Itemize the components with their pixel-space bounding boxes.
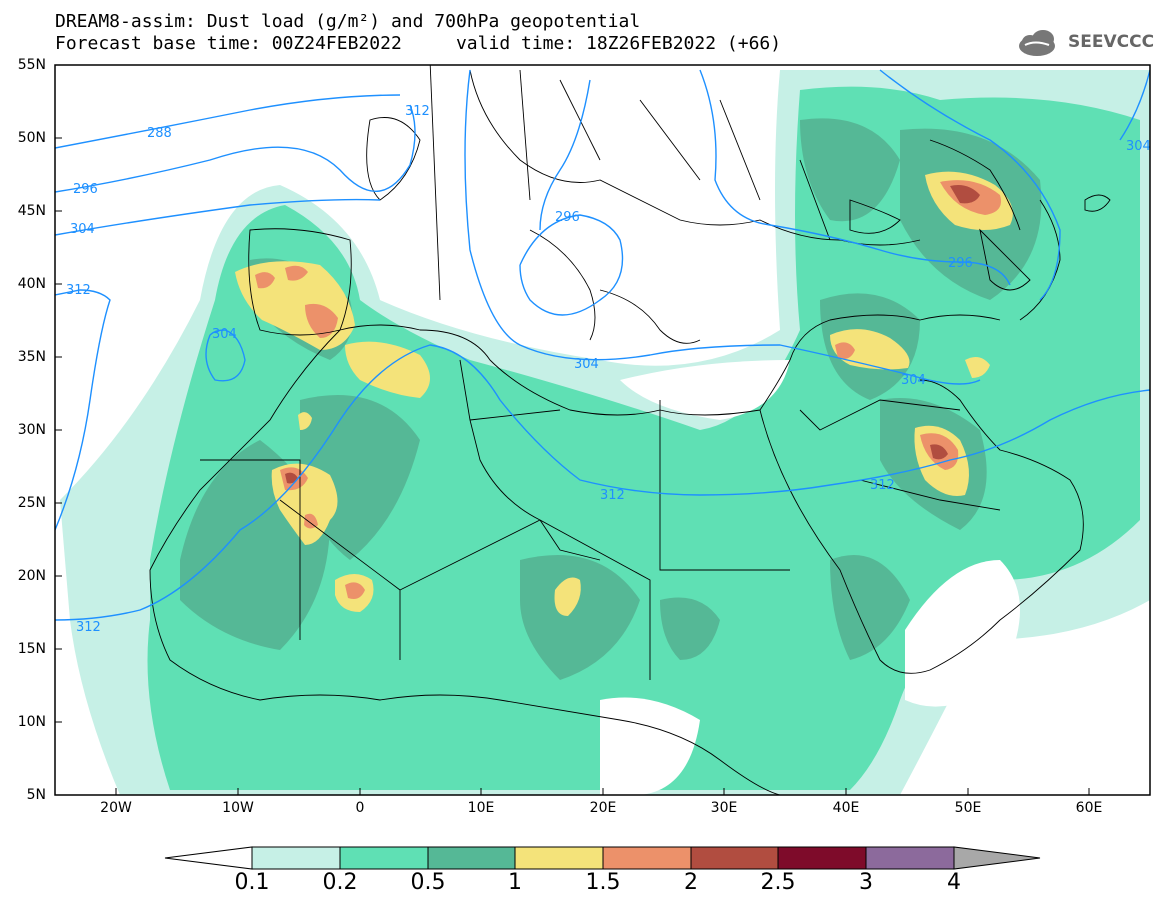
cloud-logo-icon	[1019, 30, 1055, 56]
colorbar-segment	[339, 846, 429, 870]
colorbar-label: 2	[684, 870, 698, 895]
colorbar-label: 1	[508, 870, 522, 895]
lon-label: 50E	[954, 800, 982, 816]
contour-label: 304	[574, 357, 599, 372]
lon-label: 20E	[589, 800, 617, 816]
colorbar-label: 0.1	[234, 870, 270, 895]
contour-label: 312	[405, 104, 430, 119]
colorbar-segment	[602, 846, 692, 870]
lat-label: 10N	[17, 714, 46, 730]
colorbar-segment	[514, 846, 604, 870]
lon-label: 10W	[222, 800, 254, 816]
lat-label: 5N	[26, 787, 46, 803]
colorbar-segment	[865, 846, 955, 870]
contour-label: 296	[73, 182, 98, 197]
lat-label: 50N	[17, 130, 46, 146]
colorbar-segment	[690, 846, 779, 870]
contour-label: 304	[1126, 139, 1151, 154]
contour-label: 312	[600, 488, 625, 503]
lon-label: 10E	[467, 800, 495, 816]
lat-label: 45N	[17, 203, 46, 219]
colorbar-label: 4	[947, 870, 961, 895]
colorbar-label: 3	[859, 870, 873, 895]
contour-label: 304	[901, 373, 926, 388]
lat-label: 20N	[17, 568, 46, 584]
map-title: DREAM8-assim: Dust load (g/m²) and 700hP…	[55, 11, 641, 32]
colorbar-segment	[777, 846, 867, 870]
lon-label: 30E	[710, 800, 738, 816]
contour-label: 312	[66, 283, 91, 298]
colorbar-segment	[164, 846, 253, 870]
lat-label: 25N	[17, 495, 46, 511]
forecast-time-subtitle: Forecast base time: 00Z24FEB2022 valid t…	[55, 33, 782, 54]
lon-label: 40E	[832, 800, 860, 816]
lat-label: 40N	[17, 276, 46, 292]
contour-labels: 288 296 304 312 312 304 296 304 312 312 …	[66, 104, 1151, 635]
colorbar-segment	[251, 846, 341, 870]
coastlines	[149, 65, 1111, 795]
contour-label: 288	[147, 126, 172, 141]
colorbar-label: 1.5	[585, 870, 621, 895]
contour-label: 296	[948, 256, 973, 271]
lat-label: 15N	[17, 641, 46, 657]
lat-label: 55N	[17, 57, 46, 73]
lat-label: 30N	[17, 422, 46, 438]
contour-label: 304	[212, 327, 237, 342]
contour-label: 296	[555, 210, 580, 225]
lon-label: 20W	[100, 800, 132, 816]
logo-text: SEEVCCC	[1068, 32, 1155, 52]
colorbar-label: 0.2	[322, 870, 358, 895]
dust-fields	[60, 70, 1150, 795]
colorbar-label: 2.5	[760, 870, 796, 895]
lat-label: 35N	[17, 349, 46, 365]
colorbar	[164, 846, 1041, 870]
geopotential-contours	[55, 69, 1150, 621]
axis-ticks	[55, 64, 1090, 795]
colorbar-segment	[953, 846, 1041, 870]
colorbar-label: 0.5	[410, 870, 446, 895]
contour-label: 304	[70, 222, 95, 237]
lon-label: 0	[355, 800, 365, 816]
contour-label: 312	[870, 478, 895, 493]
colorbar-segment	[427, 846, 516, 870]
contour-label: 312	[76, 620, 101, 635]
lon-label: 60E	[1075, 800, 1103, 816]
